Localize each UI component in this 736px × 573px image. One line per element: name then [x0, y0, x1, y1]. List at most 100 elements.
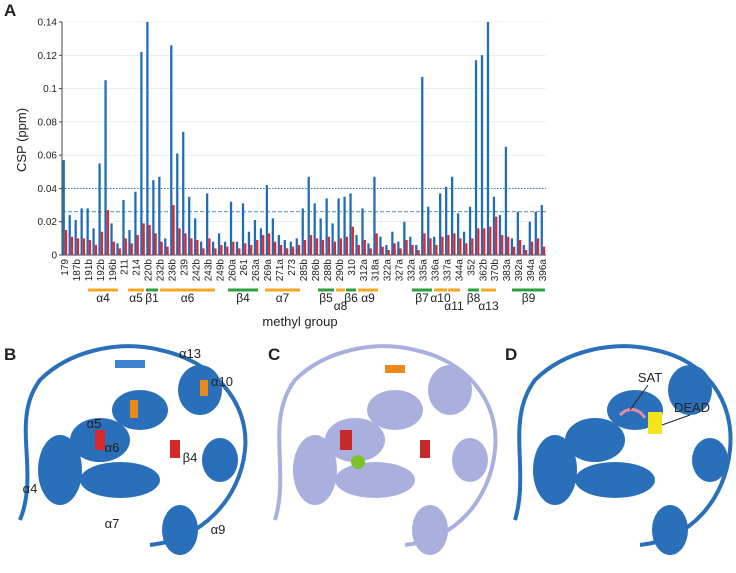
bar [148, 225, 151, 255]
bar [415, 245, 418, 255]
bar [247, 231, 251, 255]
x-tick-label: 318a [371, 259, 382, 282]
panel-letter: B [4, 345, 16, 364]
x-tick-label: 179 [60, 259, 71, 276]
bar [363, 240, 366, 255]
bar [325, 198, 328, 255]
bar [166, 246, 169, 255]
x-tick-label: 332a [407, 259, 418, 282]
x-tick-label: 394a [526, 259, 537, 282]
bar [498, 215, 502, 255]
bar [439, 193, 442, 255]
protein-cartoon-b [18, 344, 248, 555]
x-tick-label: 211 [120, 259, 131, 275]
structure-label: α5 [87, 416, 102, 431]
bar [411, 245, 414, 255]
secondary-structure-label: α9 [361, 291, 375, 305]
bar [480, 55, 484, 256]
bar [429, 238, 432, 255]
x-tick-label: 220b [144, 259, 155, 282]
bar [202, 248, 205, 255]
bar [188, 196, 191, 255]
y-tick-label: 0.14 [38, 18, 58, 29]
bar [172, 205, 175, 255]
bar [289, 241, 292, 255]
bar [130, 243, 133, 255]
bar [351, 226, 354, 255]
bar [128, 230, 131, 255]
x-tick-label: 322a [383, 259, 394, 282]
bar [283, 240, 286, 255]
bar [361, 208, 364, 255]
bar [244, 243, 247, 255]
bar [214, 248, 217, 255]
bar [76, 238, 80, 255]
bar [106, 210, 109, 255]
x-tick-label: 396a [538, 259, 549, 282]
x-tick-label: 242b [191, 259, 202, 282]
bar [542, 246, 546, 255]
bar [417, 250, 420, 255]
bar [271, 218, 275, 255]
x-tick-label: 370b [490, 259, 501, 282]
bar [536, 238, 540, 255]
bar [256, 240, 259, 255]
bar [343, 196, 346, 255]
secondary-structure-label: α7 [276, 291, 290, 305]
x-tick-label: 243b [203, 259, 214, 282]
bar [507, 236, 510, 255]
bar [373, 176, 376, 255]
bar [220, 245, 223, 255]
bar [211, 241, 215, 255]
bar [241, 203, 245, 255]
bar [337, 198, 340, 255]
bar [259, 228, 263, 255]
bar [339, 238, 343, 255]
bar [122, 200, 125, 255]
bar [369, 248, 372, 255]
bar [357, 245, 360, 255]
secondary-structure-label: β8 [467, 291, 481, 305]
bar [118, 248, 121, 255]
x-tick-label: 337a [442, 259, 453, 282]
secondary-structure-label: β4 [236, 291, 250, 305]
bar [510, 238, 514, 255]
bar [100, 231, 103, 255]
bar [513, 246, 516, 255]
y-tick-label: 0.02 [38, 217, 58, 228]
bar [456, 213, 460, 255]
bar [82, 238, 86, 255]
structure-label: α13 [179, 346, 201, 361]
bar [268, 233, 271, 255]
protein-cartoon-c [273, 344, 498, 555]
bar [524, 250, 528, 255]
bar [140, 51, 143, 256]
bar [110, 223, 113, 255]
bar [403, 221, 406, 255]
bar [136, 235, 139, 255]
bar [303, 240, 307, 255]
bar [206, 193, 209, 255]
secondary-structure-label: α6 [181, 291, 195, 305]
bar [409, 236, 412, 255]
bar [468, 206, 472, 255]
secondary-structure-label: β1 [145, 291, 159, 305]
structure-label: β4 [183, 450, 198, 465]
bar [471, 238, 474, 255]
secondary-structure-label: α10 [430, 291, 451, 305]
bar [253, 220, 257, 255]
x-tick-label: 271a [275, 259, 286, 282]
panel-letter: D [505, 345, 517, 364]
bar [124, 238, 127, 255]
bar [291, 246, 295, 255]
bar [387, 250, 390, 255]
x-tick-label: 344a [454, 259, 465, 282]
bar [379, 236, 382, 255]
bar [279, 245, 283, 255]
bar [450, 176, 454, 255]
bar [315, 238, 319, 255]
bar [301, 208, 304, 255]
secondary-structure-label: α5 [129, 291, 143, 305]
bar [92, 228, 95, 255]
